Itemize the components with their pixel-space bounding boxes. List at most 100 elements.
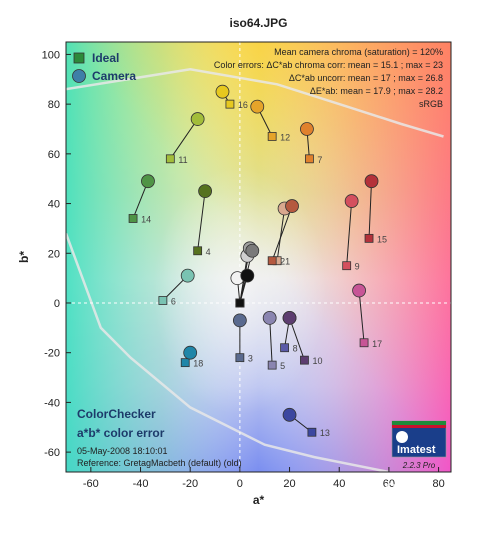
logo-name: Imatest [397, 444, 436, 456]
camera-marker-2 [285, 199, 299, 213]
camera-marker-12 [250, 99, 265, 114]
patch-label-15: 15 [377, 234, 387, 244]
error-line-5 [269, 317, 273, 366]
center-gridlines [66, 42, 451, 472]
y-tick-label: -60 [44, 447, 60, 459]
stats-line: sRGB [419, 99, 443, 109]
ideal-marker-18 [180, 358, 190, 368]
ideal-marker-10 [300, 355, 309, 365]
ideal-marker-gray [235, 298, 245, 308]
x-tick-label: 60 [383, 478, 395, 490]
gamut-boundary-lower [66, 232, 390, 472]
watermark-subtext: 天极网 [380, 499, 422, 515]
patch-label-12: 12 [280, 132, 290, 142]
ideal-marker-7 [305, 154, 314, 164]
camera-marker-11 [190, 112, 205, 126]
x-tick-label: -40 [133, 478, 149, 490]
ideal-marker-9 [342, 261, 352, 271]
y-tick-label: 0 [54, 298, 60, 310]
patch-label-9: 9 [355, 262, 360, 272]
patch-label-8: 8 [293, 344, 298, 354]
ideal-marker-5 [267, 360, 277, 370]
imatest-logo: Imatest 2.2.3 Pro [391, 420, 447, 470]
x-axis-label: a* [253, 493, 265, 507]
camera-marker-15 [364, 174, 379, 189]
x-tick-label: 20 [283, 478, 295, 490]
chart-annotation: ColorChecker a*b* color error 05-May-200… [77, 407, 242, 468]
legend-marker-ideal [73, 52, 85, 64]
ideal-marker-14 [128, 214, 138, 223]
y-tick-label: -40 [44, 397, 60, 409]
error-line-4 [197, 191, 206, 251]
plot-frame [65, 41, 452, 473]
patch-label-11: 11 [178, 155, 187, 165]
logo-version: 2.2.3 Pro [402, 461, 436, 470]
camera-marker-6 [180, 268, 195, 283]
logo-stripe-red [392, 425, 446, 428]
patch-label-1: 1 [285, 257, 290, 267]
y-tick-label: 20 [48, 248, 60, 260]
gamut-boundary-upper [66, 68, 444, 138]
camera-marker-16 [215, 84, 230, 99]
camera-marker-13 [282, 407, 297, 422]
patch-label-6: 6 [171, 296, 176, 306]
camera-marker-5 [262, 310, 277, 325]
ideal-marker-16 [225, 99, 235, 109]
stats-line: ΔE*ab: mean = 17.9 ; max = 28.2 [310, 86, 443, 96]
ideal-marker-15 [364, 233, 374, 243]
patch-label-18: 18 [193, 359, 203, 369]
patch-label-10: 10 [312, 356, 322, 366]
ideal-marker-4 [193, 246, 203, 256]
annotation-timestamp: 05-May-2008 18:10:01 [77, 446, 168, 456]
ideal-marker-17 [359, 338, 369, 348]
y-axis-ticks: 100 80 60 40 20 0 -20 -40 -60 [42, 49, 71, 459]
patch-label-13: 13 [320, 428, 330, 438]
y-tick-label: 60 [48, 149, 60, 161]
patch-label-17: 17 [372, 339, 382, 349]
patch-label-7: 7 [317, 155, 322, 165]
chart-title: iso64.JPG [229, 16, 287, 30]
legend-marker-camera [72, 69, 86, 83]
error-line-1 [276, 208, 286, 261]
camera-marker-18 [183, 345, 198, 360]
gamut-boundaries [66, 68, 444, 472]
x-axis-ticks: -60 -40 -20 0 20 40 60 80 [83, 467, 445, 490]
camera-marker-10 [282, 310, 297, 325]
y-tick-label: 80 [48, 99, 60, 111]
x-tick-label: -60 [83, 478, 99, 490]
watermark: yesky 天极网 [360, 475, 422, 515]
watermark-text: yesky [360, 475, 422, 500]
ideal-marker-13 [307, 427, 317, 437]
error-line-10 [289, 317, 305, 361]
patch-label-16: 16 [238, 100, 248, 110]
camera-marker-7 [300, 122, 314, 136]
error-line-15 [368, 181, 373, 239]
patch-label-5: 5 [280, 361, 285, 371]
camera-marker-gray [240, 268, 255, 283]
error-stats: Mean camera chroma (saturation) = 120% Co… [214, 47, 443, 109]
ideal-marker-11 [165, 154, 175, 164]
x-tick-label: -20 [182, 478, 198, 490]
ideal-marker-2 [267, 256, 277, 266]
legend-label: Ideal [92, 51, 119, 65]
y-axis-label: b* [17, 251, 31, 263]
stats-line: ΔC*ab uncorr: mean = 17 ; max = 26.8 [289, 73, 443, 83]
x-tick-label: 80 [432, 478, 444, 490]
logo-circle-icon [396, 431, 408, 443]
annotation-subtitle: a*b* color error [77, 426, 165, 440]
legend: Ideal Camera [72, 51, 136, 83]
camera-marker-4 [198, 184, 212, 199]
ideal-marker-6 [158, 296, 168, 305]
camera-marker-14 [141, 174, 155, 189]
patch-label-4: 4 [206, 247, 211, 257]
annotation-title: ColorChecker [77, 407, 156, 421]
x-tick-label: 40 [333, 478, 345, 490]
patch-label-2: 2 [280, 257, 285, 267]
y-tick-label: -20 [44, 348, 60, 360]
error-line-9 [346, 201, 353, 266]
annotation-reference: Reference: GretagMacbeth (default) (old) [77, 458, 242, 468]
camera-marker-3 [232, 313, 247, 328]
ideal-marker-12 [267, 132, 277, 141]
